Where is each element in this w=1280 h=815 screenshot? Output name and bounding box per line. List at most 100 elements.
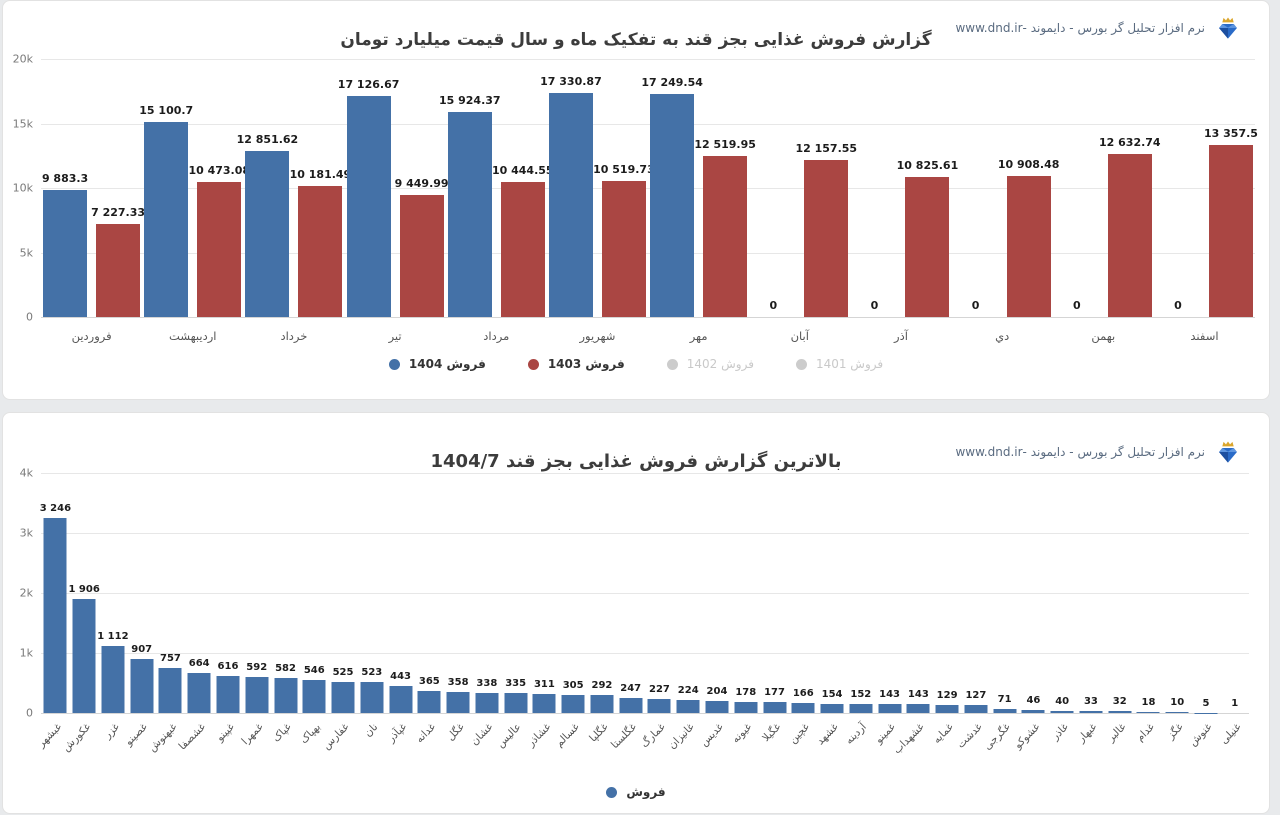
bar[interactable] (532, 694, 556, 713)
bar-value-label: 12 632.74 (1099, 136, 1161, 150)
bar[interactable] (417, 691, 441, 713)
bar[interactable] (1079, 711, 1103, 713)
x-axis-label: غسالم (553, 721, 582, 750)
gridline (41, 533, 1249, 534)
bar[interactable]: 15 100.7 (139, 104, 193, 317)
bar-value-label: 3 246 (39, 503, 72, 515)
bar[interactable] (993, 708, 1017, 713)
bar[interactable]: 17 126.67 (338, 78, 399, 317)
legend-item[interactable]: فروش (606, 785, 666, 799)
bar[interactable] (1136, 711, 1160, 713)
bar[interactable] (389, 686, 413, 713)
bar-column: 129 غمایه (931, 473, 962, 746)
bar[interactable]: 15 924.37 (439, 94, 501, 317)
bar[interactable] (1165, 712, 1189, 713)
bar[interactable] (475, 692, 499, 713)
bar[interactable] (791, 703, 815, 713)
bar[interactable] (504, 692, 528, 713)
x-axis-label: غزر (101, 721, 122, 742)
legend-item[interactable]: فروش 1403 (527, 357, 625, 371)
x-axis-label: غنیلی (1217, 721, 1244, 747)
bar[interactable]: 10 825.61 (897, 159, 958, 317)
bar-value-label: 1 (1231, 697, 1239, 709)
x-axis-label: بهمن (1091, 329, 1116, 343)
bar[interactable] (302, 680, 326, 713)
legend-label: فروش 1403 (547, 357, 625, 371)
bar-value-label: 17 126.67 (337, 78, 400, 92)
bar[interactable] (43, 518, 67, 713)
bar[interactable]: 17 249.54 (641, 76, 703, 317)
bar-column: 166 غچین (787, 473, 818, 746)
bar[interactable] (158, 667, 182, 713)
bar-value-label: 12 851.62 (236, 133, 299, 147)
bar[interactable]: 10 519.73 (593, 163, 655, 317)
bar[interactable] (245, 677, 269, 713)
legend-label: فروش (626, 785, 666, 799)
bar[interactable] (274, 678, 297, 713)
bar-column: 143 غمینو (873, 473, 904, 746)
bar[interactable]: 17 330.87 (540, 75, 602, 317)
bar[interactable] (964, 705, 988, 713)
bar[interactable] (647, 699, 671, 713)
bar-value-label: 616 (217, 661, 239, 673)
legend-item[interactable]: فروش 1401 (795, 357, 883, 371)
bar[interactable]: 10 181.49 (290, 168, 351, 317)
top-sales-chart-legend: فروش (3, 785, 1269, 799)
bar[interactable]: 7 227.33 (91, 206, 145, 317)
bar-value-label: 292 (591, 680, 613, 692)
bar[interactable] (101, 646, 125, 713)
bar[interactable]: 10 908.48 (998, 158, 1059, 317)
bar[interactable] (1108, 711, 1132, 713)
bar-value-label: 365 (418, 676, 440, 688)
bar[interactable]: 10 444.55 (492, 164, 554, 317)
bar-value-label: 5 (1202, 697, 1210, 709)
bar[interactable] (446, 691, 470, 713)
bar-column: 224 غانیزان (666, 473, 703, 752)
y-axis-label: 4k (19, 466, 33, 480)
bar[interactable]: 12 519.95 (694, 138, 756, 317)
x-axis-label: غگل (444, 721, 467, 744)
bar[interactable]: 10 473.08 (188, 164, 250, 317)
bar[interactable] (849, 703, 873, 713)
category-group: 0 12 157.55 آبان (749, 59, 857, 343)
bar[interactable]: 12 851.62 (237, 133, 298, 317)
bar[interactable]: 12 157.55 (795, 142, 857, 317)
bar[interactable] (130, 658, 154, 713)
bar-value-label: 10 825.61 (896, 159, 959, 173)
x-axis-label: غمینو (873, 721, 899, 746)
bar[interactable] (705, 700, 729, 713)
bar[interactable]: 12 632.74 (1099, 136, 1161, 317)
bar[interactable] (676, 699, 700, 713)
bar[interactable] (331, 681, 355, 713)
x-axis-label: غچین (786, 721, 812, 747)
bar[interactable] (820, 703, 844, 713)
bar[interactable] (734, 702, 758, 713)
bar[interactable]: 13 357.5 (1204, 127, 1258, 317)
category-group: 0 13 357.5 اسفند (1154, 59, 1258, 343)
bar[interactable] (72, 598, 96, 713)
bar-column: 311 غشاذر (525, 473, 559, 749)
bar[interactable] (878, 704, 902, 713)
bar[interactable] (216, 676, 240, 713)
legend-item[interactable]: فروش 1404 (388, 357, 486, 371)
bar[interactable] (906, 704, 930, 713)
bar-column: 546 بهپاک (298, 473, 329, 746)
bar-value-label: 7 227.33 (91, 205, 146, 219)
bar[interactable] (1050, 710, 1074, 713)
legend-item[interactable]: فروش 1402 (666, 357, 754, 371)
bar[interactable] (763, 702, 787, 713)
bar[interactable] (187, 673, 211, 713)
legend-dot-icon (527, 358, 539, 370)
bar[interactable] (590, 695, 614, 713)
y-axis-label: 3k (19, 526, 33, 540)
bar[interactable] (561, 694, 585, 713)
bar[interactable] (935, 705, 959, 713)
bar-column: 10 غگز (1163, 473, 1192, 742)
bar[interactable] (360, 681, 384, 713)
bar[interactable]: 9 449.99 (395, 177, 449, 317)
bar[interactable] (1021, 710, 1045, 713)
bar[interactable]: 9 883.3 (42, 172, 88, 317)
bar-value-label: 13 357.5 (1204, 126, 1258, 140)
bar-column: 664 غشصفا (176, 473, 214, 752)
bar[interactable] (619, 698, 643, 713)
